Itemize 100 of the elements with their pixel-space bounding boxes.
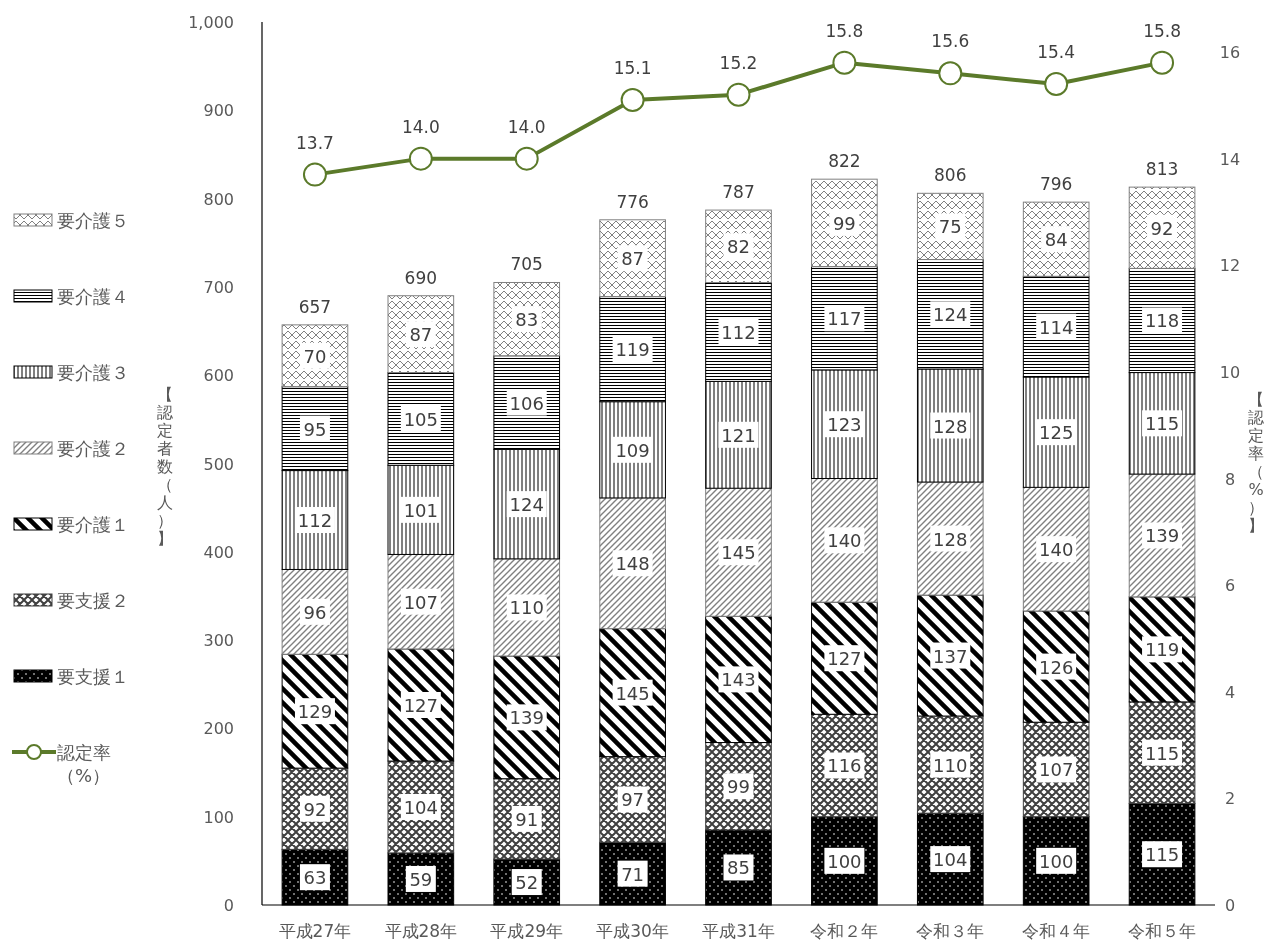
total-label: 813	[1145, 159, 1179, 180]
total-label: 776	[616, 191, 649, 212]
bar	[1022, 486, 1090, 612]
data-label: 84	[1044, 229, 1068, 251]
x-tick-label: 令和４年	[1022, 921, 1091, 941]
legend-label: 要介護４	[57, 286, 129, 307]
data-label: 114	[1038, 316, 1074, 338]
data-label: 59	[409, 868, 433, 890]
data-label: 15.2	[719, 52, 758, 73]
data-label: 115	[1144, 413, 1180, 435]
data-label: 139	[1144, 525, 1180, 547]
point	[1044, 71, 1069, 96]
data-label: 145	[615, 682, 650, 704]
y2-tick-label: 16	[1219, 43, 1241, 62]
data-label: 112	[721, 321, 756, 343]
data-label: 129	[297, 701, 333, 723]
data-label: 70	[303, 345, 327, 367]
data-label: 82	[727, 236, 750, 258]
data-label: 15.4	[1037, 41, 1076, 62]
data-label: 107	[403, 591, 439, 613]
data-label: 126	[1038, 656, 1074, 678]
data-label: 119	[1144, 639, 1180, 661]
total-label: 806	[934, 165, 967, 186]
data-label: 100	[1038, 850, 1074, 872]
data-label: 14.0	[401, 116, 440, 137]
y2-tick-label: 8	[1224, 469, 1236, 489]
data-label: 139	[509, 707, 544, 729]
bar	[916, 481, 984, 596]
y2-tick-label: 12	[1219, 256, 1241, 276]
data-label: 121	[721, 424, 756, 446]
data-label: 127	[827, 648, 862, 670]
point	[302, 162, 327, 187]
x-tick-label: 令和３年	[916, 921, 985, 941]
data-label: 101	[403, 499, 439, 521]
y2-tick-label: 6	[1224, 576, 1236, 596]
data-label: 118	[1144, 310, 1180, 332]
y2-tick-label: 14	[1219, 149, 1241, 169]
x-tick-label: 平成29年	[490, 921, 564, 941]
data-label: 109	[615, 439, 650, 461]
data-label: 128	[933, 415, 968, 437]
data-label: 110	[509, 597, 544, 619]
point	[408, 146, 433, 171]
bar	[387, 295, 455, 374]
y2-tick-label: 10	[1219, 362, 1241, 382]
data-label: 140	[1038, 539, 1074, 561]
total-label: 787	[722, 182, 755, 203]
bar	[599, 756, 666, 843]
x-tick-label: 平成27年	[278, 921, 352, 941]
legend-label: 要支援２	[57, 590, 129, 611]
data-label: 71	[621, 863, 645, 885]
x-tick-label: 平成28年	[384, 921, 458, 941]
data-label: 124	[509, 494, 544, 516]
point	[514, 146, 539, 171]
point	[938, 61, 963, 86]
text: 【認定者数（人）】	[157, 385, 173, 548]
bar	[1128, 186, 1196, 269]
data-label: 123	[827, 414, 862, 436]
data-label: 104	[403, 796, 439, 818]
bar	[811, 478, 878, 603]
data-label: 97	[621, 789, 645, 811]
total-label: 657	[298, 296, 332, 317]
data-label: 104	[933, 849, 968, 871]
data-label: 96	[303, 601, 327, 623]
bar	[599, 628, 666, 758]
data-label: 15.1	[613, 57, 652, 78]
x-tick-label: 平成31年	[702, 921, 775, 941]
bar	[1128, 596, 1196, 703]
bar	[387, 648, 455, 762]
y-tick-label: 200	[203, 719, 234, 739]
data-label: 92	[1150, 217, 1174, 239]
total-label: 690	[404, 267, 438, 288]
data-label: 125	[1038, 422, 1074, 444]
data-label: 95	[303, 418, 327, 440]
data-label: 92	[303, 798, 327, 820]
data-label: 117	[827, 308, 862, 330]
data-label: 140	[827, 530, 862, 552]
x-tick-label: 平成30年	[596, 921, 669, 941]
bar	[705, 742, 772, 831]
total-label: 822	[828, 151, 861, 172]
y-tick-label: 400	[203, 542, 234, 562]
bar	[599, 497, 666, 630]
y-tick-label: 0	[223, 896, 234, 915]
x-tick-label: 令和２年	[810, 921, 879, 941]
data-label: 15.8	[825, 20, 864, 41]
legend-label: 要介護３	[57, 362, 129, 383]
point	[832, 50, 857, 75]
data-label: 87	[621, 248, 645, 270]
data-label: 106	[509, 392, 544, 414]
total-label: 796	[1039, 174, 1073, 195]
x-tick-label: 令和５年	[1128, 921, 1197, 941]
bar	[705, 615, 772, 744]
bar	[493, 655, 561, 780]
bar	[1022, 610, 1090, 723]
y-tick-label: 800	[203, 189, 234, 209]
data-label: 52	[515, 872, 539, 894]
data-label: 137	[933, 645, 968, 667]
bar	[493, 778, 561, 860]
data-label: 124	[933, 304, 968, 326]
y-tick-label: 300	[203, 631, 234, 651]
data-label: 13.7	[296, 132, 334, 153]
